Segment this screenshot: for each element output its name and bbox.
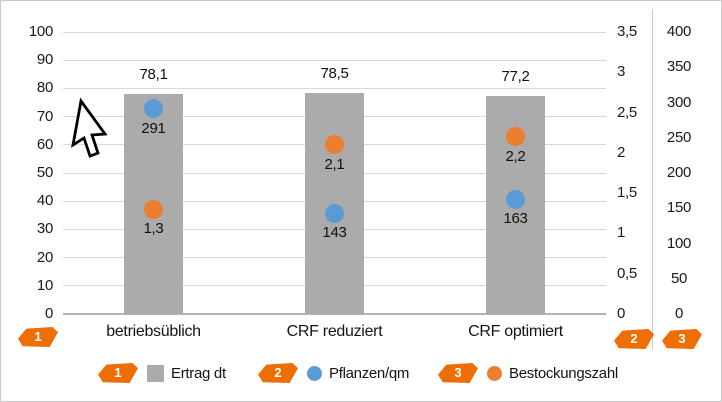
- legend-label: Ertrag dt: [171, 364, 226, 382]
- legend-marker-square: [147, 364, 164, 382]
- bar-value-label: 78,5: [320, 64, 349, 82]
- category-label-1: betriebsüblich: [106, 323, 201, 340]
- left-axis-tick: 70: [36, 107, 53, 125]
- right-outer-axis-tick: 100: [666, 234, 692, 252]
- legend-item-bestockungszahl: 3 Bestockungszahl: [438, 362, 618, 384]
- right-inner-axis-tick: 0,5: [617, 264, 637, 282]
- axis-badge-left: 1: [18, 327, 58, 347]
- right-inner-axis-tick: 2: [617, 143, 626, 161]
- mouse-cursor: [71, 97, 108, 158]
- left-axis-tick: 40: [36, 192, 53, 210]
- legend-label: Bestockungszahl: [509, 364, 618, 382]
- left-axis-tick: 90: [36, 51, 53, 69]
- legend-marker-circle: [487, 365, 502, 381]
- left-axis-tick: 10: [36, 276, 53, 294]
- gridline: [63, 313, 606, 315]
- pflanzen-dot: [506, 189, 525, 209]
- dot-value-label: 1,3: [143, 220, 164, 238]
- right-outer-axis-tick: 350: [666, 58, 692, 76]
- gridline: [63, 31, 606, 33]
- right-inner-axis-tick: 1: [617, 224, 626, 242]
- gridline: [63, 59, 606, 61]
- right-outer-axis-tick: 0: [674, 305, 684, 322]
- dot-value-label: 291: [141, 119, 166, 137]
- right-inner-axis-tick: 2,5: [617, 103, 637, 121]
- right-inner-axis-tick: 0: [617, 305, 626, 322]
- left-axis-tick: 0: [44, 305, 53, 322]
- right-outer-axis-tick: 300: [666, 93, 692, 111]
- legend-item-ertrag-dt: 1 Ertrag dt: [98, 362, 226, 384]
- bestockung-dot: [506, 127, 525, 147]
- right-inner-axis-tick: 1,5: [617, 184, 637, 202]
- legend-badge: 3: [438, 363, 478, 383]
- right-outer-axis-tick: 250: [666, 128, 692, 146]
- dot-value-label: 2,1: [324, 155, 345, 173]
- bar-value-label: 77,2: [501, 68, 530, 86]
- pflanzen-dot: [144, 99, 163, 119]
- right-inner-axis-tick: 3,5: [617, 23, 637, 40]
- legend-item-pflanzen-qm: 2 Pflanzen/qm: [258, 362, 409, 384]
- left-axis-tick: 30: [36, 220, 53, 238]
- axis-badge-right-inner: 2: [614, 329, 654, 349]
- bestockung-dot: [325, 135, 344, 155]
- dot-value-label: 163: [503, 210, 528, 228]
- bestockung-dot: [144, 199, 163, 219]
- bar-value-label: 78,1: [139, 65, 168, 83]
- category-label-2: CRF reduziert: [286, 323, 383, 340]
- left-axis-tick: 50: [36, 164, 53, 181]
- right-outer-axis-tick: 150: [666, 199, 692, 217]
- right-outer-axis-tick: 50: [670, 269, 688, 287]
- legend-badge: 2: [258, 363, 298, 383]
- right-outer-axis-tick: 200: [666, 164, 692, 181]
- bar-CRF reduziert: [305, 92, 364, 314]
- dot-value-label: 2,2: [505, 147, 526, 165]
- dot-value-label: 143: [322, 224, 347, 242]
- category-label-3: CRF optimiert: [468, 323, 563, 340]
- axis-badge-right-outer: 3: [662, 329, 702, 349]
- left-axis-tick: 80: [36, 79, 53, 97]
- left-axis-tick: 60: [36, 135, 53, 153]
- legend-label: Pflanzen/qm: [329, 364, 410, 382]
- left-axis-tick: 20: [36, 248, 53, 266]
- right-axes-divider: [652, 9, 653, 349]
- right-inner-axis-tick: 3: [617, 63, 626, 81]
- pflanzen-dot: [325, 203, 344, 223]
- gridline: [63, 87, 606, 89]
- legend-badge: 1: [98, 363, 138, 383]
- left-axis-tick: 100: [28, 23, 53, 40]
- right-outer-axis-tick: 400: [666, 23, 692, 40]
- legend-marker-circle: [307, 365, 322, 381]
